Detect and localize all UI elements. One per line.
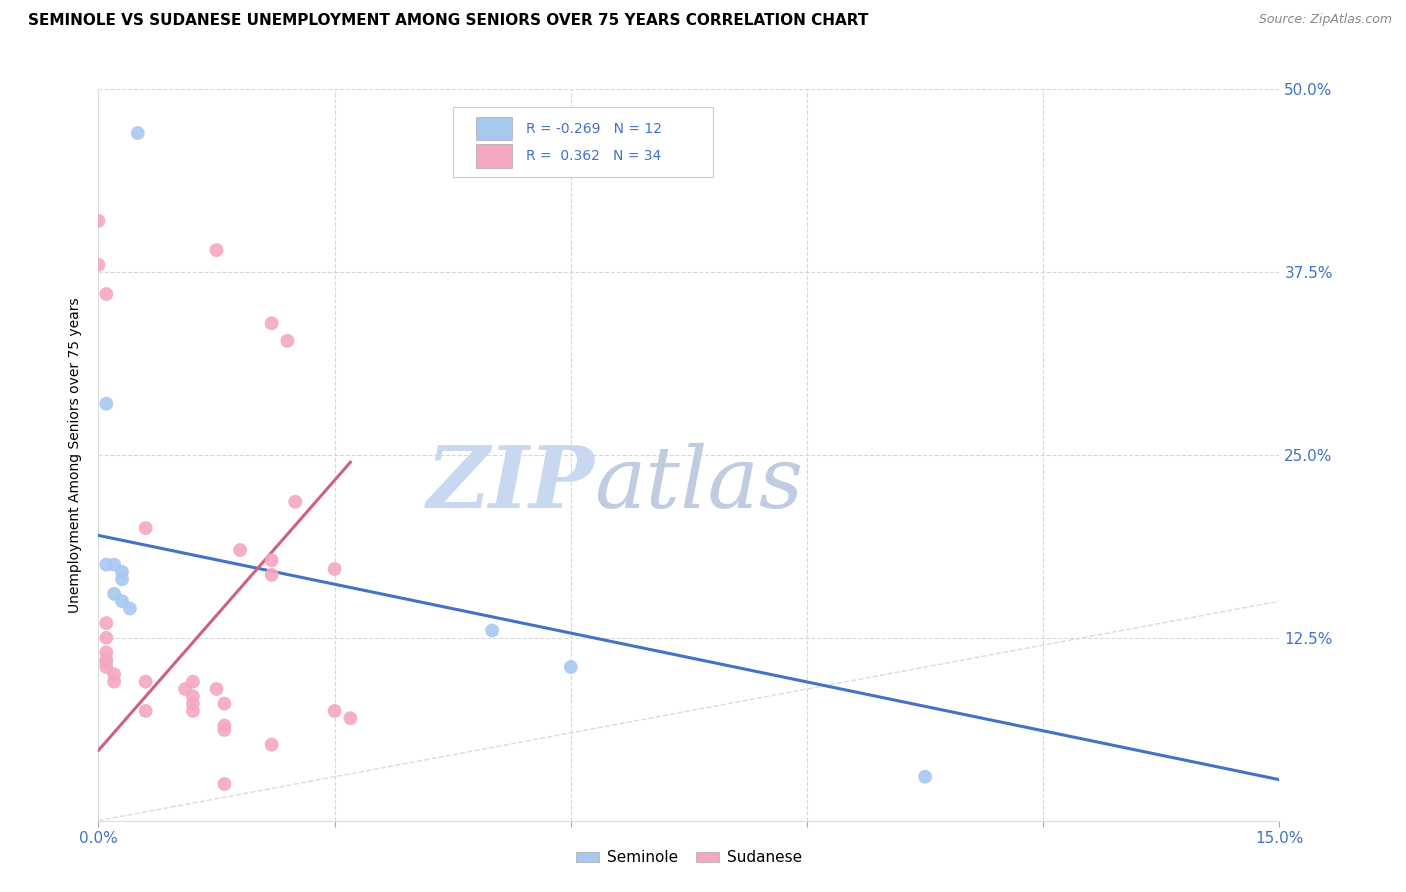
Point xyxy=(229,543,252,558)
Point xyxy=(560,660,582,674)
Text: SEMINOLE VS SUDANESE UNEMPLOYMENT AMONG SENIORS OVER 75 YEARS CORRELATION CHART: SEMINOLE VS SUDANESE UNEMPLOYMENT AMONG … xyxy=(28,13,869,29)
Point xyxy=(111,594,134,608)
Point xyxy=(174,681,197,696)
Point xyxy=(87,214,110,228)
Text: atlas: atlas xyxy=(595,442,804,525)
Point xyxy=(214,718,236,732)
Point xyxy=(135,521,157,535)
FancyBboxPatch shape xyxy=(453,108,713,177)
Point xyxy=(260,553,283,567)
Text: Source: ZipAtlas.com: Source: ZipAtlas.com xyxy=(1258,13,1392,27)
Point xyxy=(323,562,346,576)
FancyBboxPatch shape xyxy=(477,145,512,168)
Point xyxy=(96,558,118,572)
Point xyxy=(103,587,125,601)
Point xyxy=(214,777,236,791)
Point xyxy=(103,558,125,572)
Point xyxy=(96,616,118,631)
FancyBboxPatch shape xyxy=(477,117,512,140)
Point xyxy=(260,567,283,582)
Point xyxy=(284,494,307,508)
Point xyxy=(96,645,118,659)
Point xyxy=(96,287,118,301)
Text: R =  0.362   N = 34: R = 0.362 N = 34 xyxy=(526,149,661,163)
Point xyxy=(87,258,110,272)
Point xyxy=(260,316,283,330)
Point xyxy=(103,674,125,689)
Point xyxy=(118,601,141,615)
Point xyxy=(214,697,236,711)
Point xyxy=(96,660,118,674)
Point xyxy=(96,397,118,411)
Point xyxy=(323,704,346,718)
Point xyxy=(96,631,118,645)
Point xyxy=(181,690,204,704)
Text: ZIP: ZIP xyxy=(426,442,595,526)
Point xyxy=(135,674,157,689)
Y-axis label: Unemployment Among Seniors over 75 years: Unemployment Among Seniors over 75 years xyxy=(69,297,83,613)
Point xyxy=(181,704,204,718)
Point xyxy=(205,243,228,257)
Point xyxy=(181,674,204,689)
Point xyxy=(339,711,361,725)
Point xyxy=(96,656,118,670)
Point xyxy=(135,704,157,718)
Point xyxy=(260,738,283,752)
Point xyxy=(481,624,503,638)
Point xyxy=(914,770,936,784)
Point xyxy=(96,653,118,667)
Text: R = -0.269   N = 12: R = -0.269 N = 12 xyxy=(526,121,662,136)
Point xyxy=(127,126,149,140)
Point xyxy=(276,334,298,348)
Legend: Seminole, Sudanese: Seminole, Sudanese xyxy=(569,845,808,871)
Point xyxy=(111,572,134,586)
Point xyxy=(205,681,228,696)
Point xyxy=(214,723,236,737)
Point xyxy=(181,697,204,711)
Point xyxy=(111,565,134,579)
Point xyxy=(103,667,125,681)
